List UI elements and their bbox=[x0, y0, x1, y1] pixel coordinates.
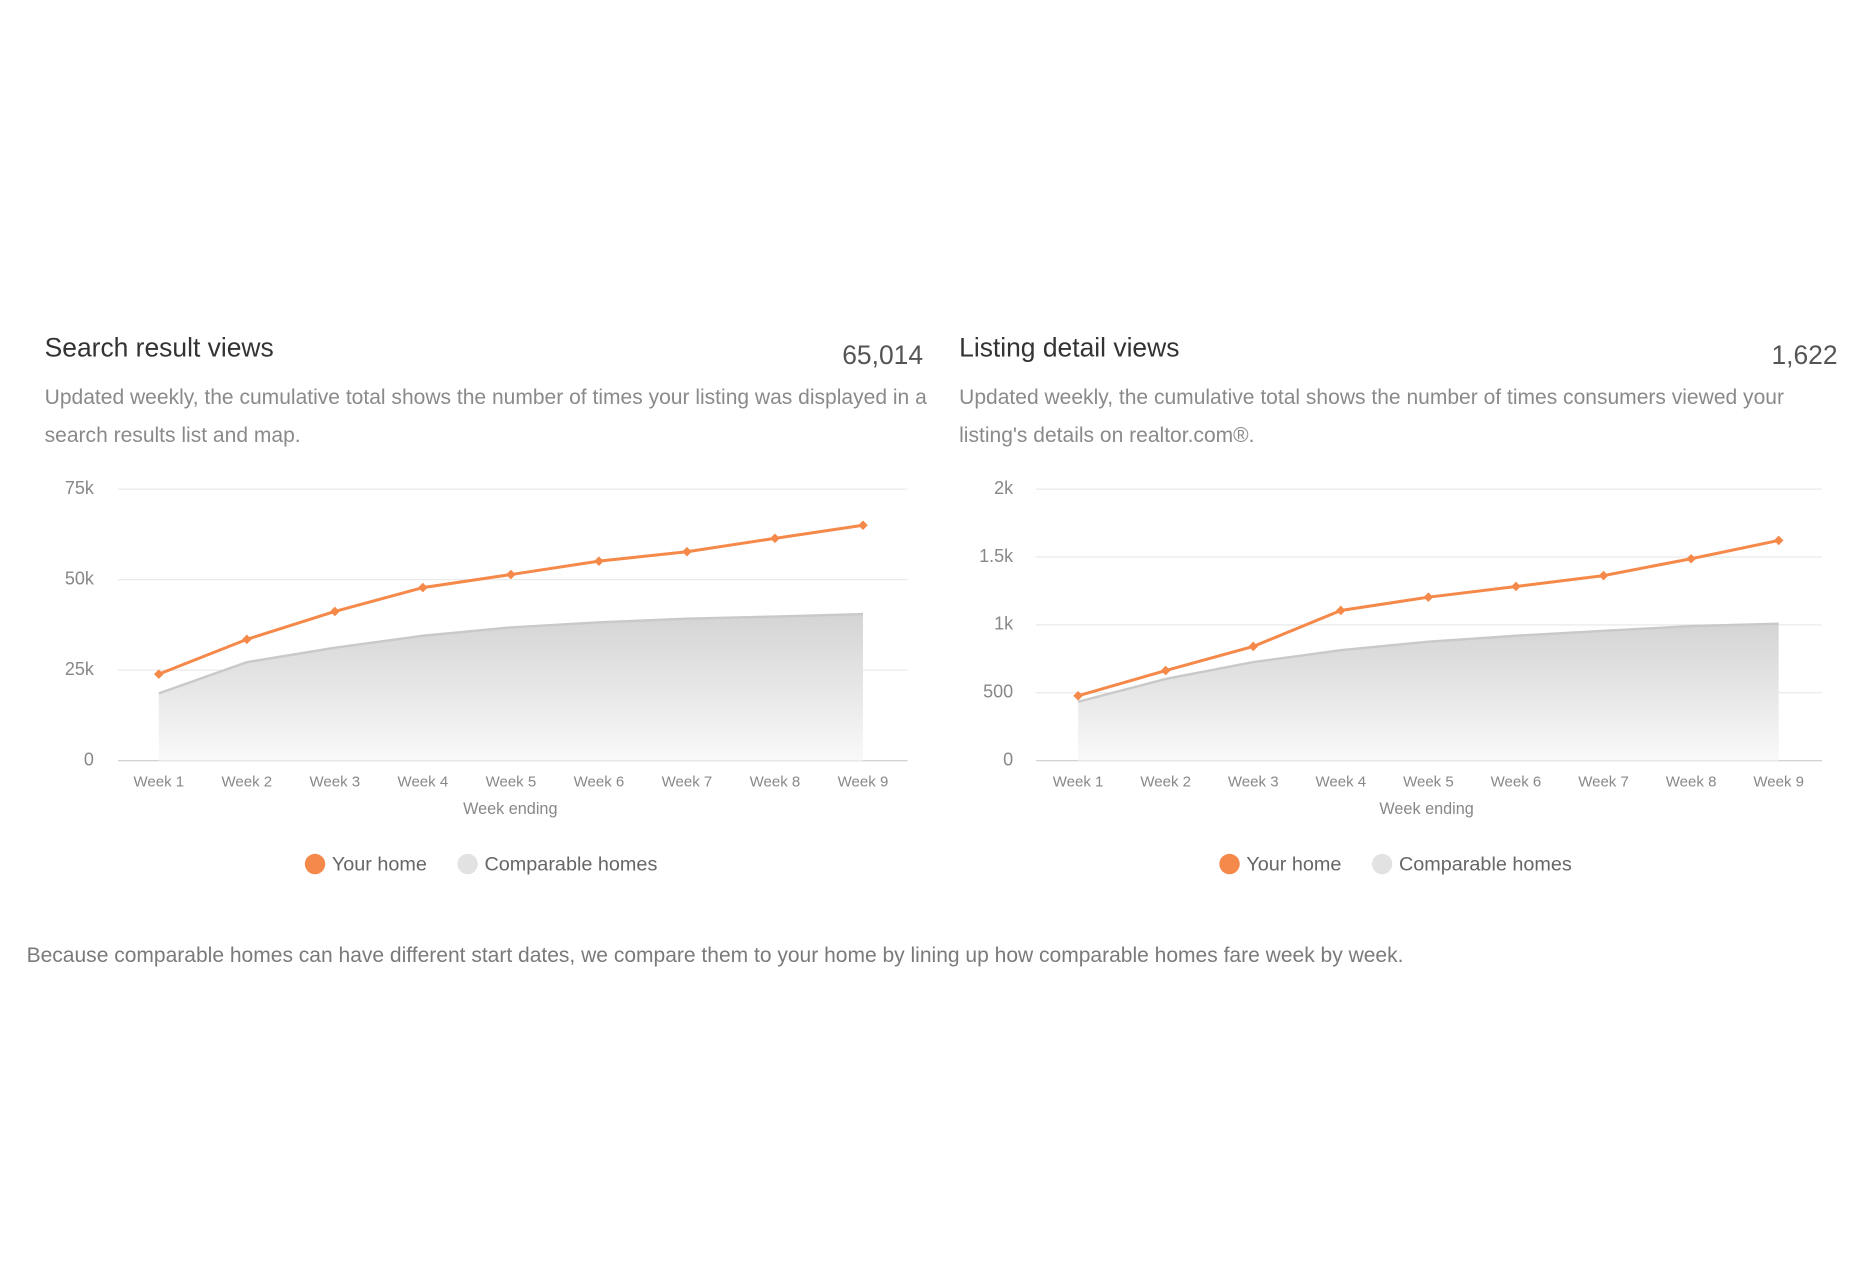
comparable-area bbox=[158, 614, 863, 761]
legend-label: Comparable homes bbox=[1399, 853, 1572, 875]
comparable-area bbox=[1078, 623, 1779, 761]
your-home-point bbox=[1336, 605, 1346, 616]
x-tick-label: Week 9 bbox=[1753, 773, 1804, 790]
x-tick-label: Week 4 bbox=[1315, 773, 1366, 790]
your-home-point bbox=[682, 546, 692, 557]
legend-swatch bbox=[304, 853, 326, 875]
x-tick-label: Week 7 bbox=[662, 773, 713, 790]
your-home-point bbox=[242, 634, 252, 645]
x-tick-label: Week 2 bbox=[222, 773, 273, 790]
x-axis-label: Week ending bbox=[1379, 800, 1473, 818]
your-home-point bbox=[1598, 570, 1609, 581]
your-home-point bbox=[1511, 581, 1521, 592]
y-tick-label: 75k bbox=[65, 478, 95, 498]
chart-title: Listing detail views bbox=[959, 333, 1179, 363]
x-tick-label: Week 1 bbox=[133, 773, 184, 790]
description-box: Updated weekly, the cumulative total sho… bbox=[44, 384, 927, 448]
footnote: Because comparable homes can have differ… bbox=[27, 944, 1404, 967]
your-home-point bbox=[1686, 553, 1696, 564]
x-tick-label: Week 1 bbox=[1053, 773, 1104, 790]
your-home-point bbox=[1160, 665, 1171, 676]
x-tick-label: Week 3 bbox=[1228, 773, 1279, 790]
chart-description: Updated weekly, the cumulative total sho… bbox=[44, 384, 927, 448]
y-tick-label: 50k bbox=[65, 568, 95, 588]
description-box: Updated weekly, the cumulative total sho… bbox=[959, 384, 1784, 448]
your-home-point bbox=[1248, 641, 1259, 652]
chart-total: 1,622 bbox=[1771, 340, 1837, 370]
y-tick-label: 25k bbox=[65, 659, 95, 679]
x-tick-label: Week 8 bbox=[750, 773, 801, 790]
your-home-point bbox=[330, 606, 340, 617]
chart-panel: Search result views 65,014 Updated weekly,… bbox=[44, 333, 927, 876]
legend-swatch bbox=[1371, 853, 1393, 875]
legend-swatch bbox=[1219, 853, 1240, 875]
your-home-point bbox=[418, 582, 428, 593]
x-tick-label: Week 7 bbox=[1578, 773, 1629, 790]
chart-title: Search result views bbox=[45, 333, 274, 363]
your-home-point bbox=[770, 533, 780, 544]
x-tick-label: Week 5 bbox=[1403, 773, 1454, 790]
x-tick-label: Week 9 bbox=[838, 773, 889, 790]
x-tick-label: Week 2 bbox=[1140, 773, 1191, 790]
y-tick-label: 1.5k bbox=[979, 546, 1014, 566]
legend-label: Your home bbox=[332, 853, 427, 875]
y-tick-label: 2k bbox=[994, 478, 1014, 498]
y-tick-label: 500 bbox=[983, 682, 1013, 702]
your-home-point bbox=[594, 556, 604, 566]
x-tick-label: Week 4 bbox=[398, 773, 449, 790]
y-tick-label: 0 bbox=[1003, 749, 1013, 769]
comparable-line bbox=[158, 612, 864, 695]
your-home-point bbox=[506, 569, 516, 580]
legend-label: Comparable homes bbox=[484, 853, 657, 875]
your-home-point bbox=[858, 520, 868, 531]
x-axis-label: Week ending bbox=[463, 800, 557, 818]
chart-description: Updated weekly, the cumulative total sho… bbox=[959, 384, 1784, 448]
x-tick-label: Week 6 bbox=[1491, 773, 1542, 790]
x-tick-label: Week 5 bbox=[486, 773, 537, 790]
x-tick-label: Week 6 bbox=[574, 773, 625, 790]
chart-panel: Listing detail views 1,622 Updated weekly,… bbox=[959, 333, 1837, 876]
comparable-line bbox=[1077, 622, 1779, 703]
x-tick-label: Week 8 bbox=[1666, 773, 1717, 790]
x-tick-label: Week 3 bbox=[310, 773, 361, 790]
your-home-point bbox=[153, 669, 164, 679]
y-tick-label: 0 bbox=[84, 749, 94, 769]
chart-total: 65,014 bbox=[842, 340, 923, 370]
y-tick-label: 1k bbox=[994, 614, 1014, 634]
legend-swatch bbox=[457, 853, 478, 875]
legend-label: Your home bbox=[1246, 853, 1341, 875]
your-home-point bbox=[1423, 592, 1434, 602]
your-home-point bbox=[1773, 535, 1784, 546]
